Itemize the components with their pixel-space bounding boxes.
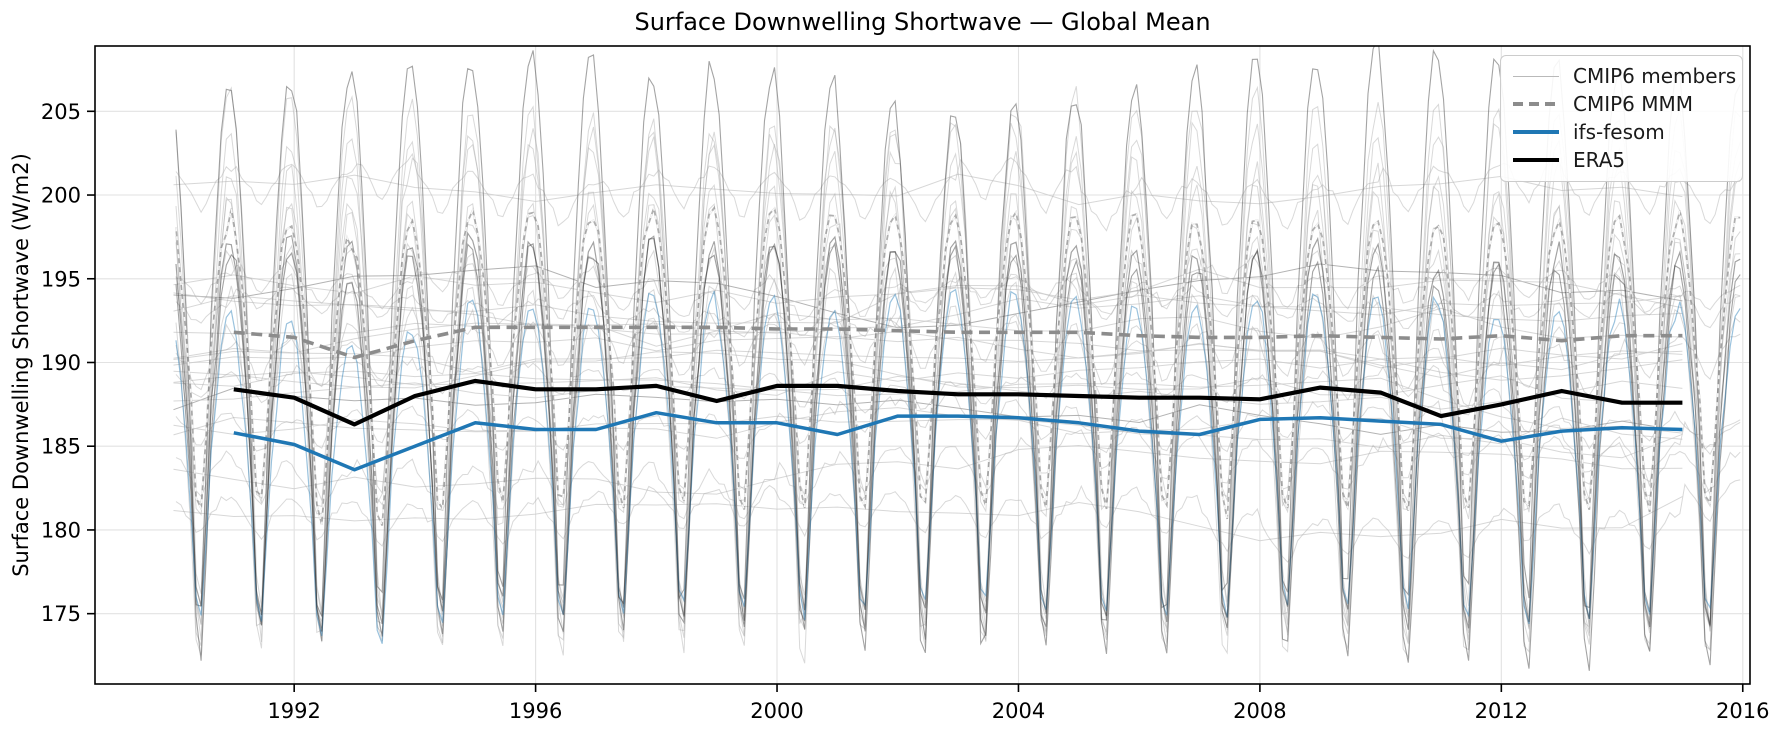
series-line-ifs-fesom: [233, 410, 1683, 472]
member-annual-line: [173, 268, 1683, 309]
y-tick-label: 185: [41, 435, 81, 459]
legend-label-ifs-fesom: ifs-fesom: [1573, 120, 1665, 144]
member-monthly-line: [175, 46, 1741, 654]
y-tick-label: 200: [41, 184, 81, 208]
member-monthly-line: [175, 121, 1741, 629]
y-tick-label: 195: [41, 267, 81, 291]
member-annual-line: [173, 307, 1683, 339]
member-annual-line: [173, 496, 1683, 542]
legend-label-era5: ERA5: [1573, 148, 1626, 172]
legend-label-cmip6-members: CMIP6 members: [1573, 64, 1737, 88]
series-line-cmip6-mmm: [233, 325, 1683, 360]
x-tick-label: 2016: [1716, 699, 1769, 723]
x-tick-label: 2012: [1475, 699, 1528, 723]
x-tick-label: 1996: [509, 699, 562, 723]
y-tick-label: 175: [41, 602, 81, 626]
member-annual-line: [173, 173, 1683, 206]
member-annual-line: [173, 263, 1683, 329]
x-tick-label: 2000: [750, 699, 803, 723]
member-annual-line: [173, 351, 1683, 403]
member-monthly-line: [175, 479, 1741, 563]
member-annual-line: [173, 336, 1683, 379]
annual-series-lines: [233, 325, 1683, 472]
cmip6-mmm-line-sample: [1513, 102, 1559, 106]
member-monthly-line: [175, 234, 1741, 671]
era5-line-sample: [1513, 157, 1559, 163]
gridlines: [95, 46, 1750, 684]
member-monthly-line: [175, 305, 1741, 520]
monthly-overlay-lines: [175, 204, 1741, 644]
y-tick-label: 205: [41, 100, 81, 124]
x-tick-label: 1992: [267, 699, 320, 723]
member-annual-line: [173, 375, 1683, 410]
member-annual-line: [173, 415, 1683, 449]
legend-row-cmip6-members: CMIP6 members: [1513, 62, 1736, 90]
member-annual-line: [173, 387, 1683, 435]
member-monthly-line: [175, 426, 1741, 520]
y-tick-label: 180: [41, 518, 81, 542]
member-monthly-line: [175, 176, 1741, 664]
x-tick-label: 2004: [992, 699, 1045, 723]
legend-row-cmip6-mmm: CMIP6 MMM: [1513, 90, 1732, 118]
legend-row-era5: ERA5: [1513, 146, 1732, 174]
member-monthly-line: [175, 266, 1741, 659]
legend: CMIP6 members CMIP6 MMM ifs-fesom ERA5: [1500, 55, 1743, 182]
ensemble-member-monthly-lines-dark: [175, 46, 1741, 671]
plot-border: [94, 45, 1751, 685]
member-monthly-line: [175, 152, 1741, 232]
y-tick-label: 190: [41, 351, 81, 375]
member-annual-line: [173, 407, 1683, 459]
ifs-fesom-monthly-line: [175, 288, 1741, 644]
x-tick-label: 2008: [1233, 699, 1286, 723]
legend-row-ifs-fesom: ifs-fesom: [1513, 118, 1732, 146]
ifs-fesom-line-sample: [1513, 130, 1559, 134]
cmip6-mmm-monthly-line-dash-overlay: [175, 204, 1741, 526]
member-monthly-line: [175, 319, 1741, 408]
x-axis: 1992 1996 2000 2004 2008 2012 2016: [267, 684, 1769, 723]
member-monthly-line: [175, 272, 1741, 338]
cmip6-members-line-sample: [1513, 75, 1559, 77]
y-axis: 175 180 185 190 195 200 205: [41, 100, 95, 626]
era5-monthly-line: [175, 231, 1741, 637]
member-annual-line: [173, 322, 1683, 369]
chart-title: Surface Downwelling Shortwave — Global M…: [634, 8, 1211, 36]
series-line-era5: [233, 378, 1683, 427]
legend-label-cmip6-mmm: CMIP6 MMM: [1573, 92, 1694, 116]
